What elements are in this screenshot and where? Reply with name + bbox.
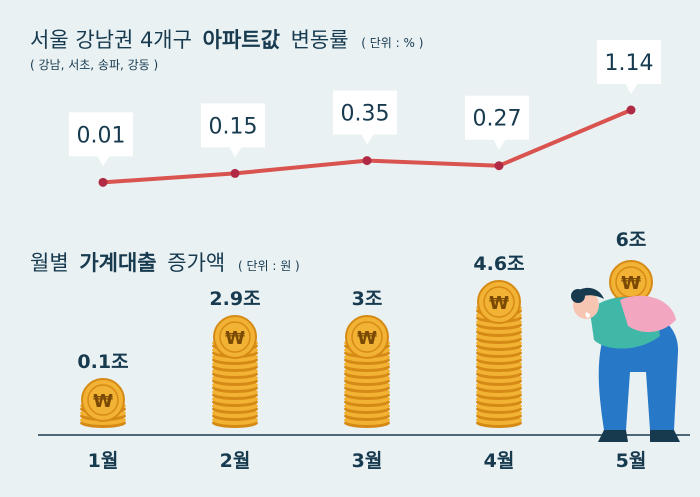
data-point — [362, 156, 372, 166]
person-carrying-coin-illustration — [571, 287, 680, 442]
data-point — [494, 161, 504, 171]
data-point — [98, 177, 108, 187]
won-icon: ₩ — [357, 328, 377, 349]
bar-value-label: 0.1조 — [77, 351, 128, 373]
line-chart: 0.01 0.15 0.35 0.27 1.14 — [69, 40, 661, 187]
label-bubble — [597, 40, 661, 84]
won-icon: ₩ — [489, 293, 509, 314]
label-bubble-tail — [229, 146, 242, 158]
label-bubble — [465, 95, 529, 140]
label-bubble-tail — [625, 83, 638, 94]
coin-bar-chart: ₩0.1조 1월 ₩2.9조 2월 ₩3조 3월 ₩4.6조 4월 ₩6조 5월 — [77, 229, 653, 472]
coin-stack: ₩ — [80, 378, 126, 428]
month-label: 3월 — [352, 450, 383, 472]
month-label: 2월 — [220, 450, 251, 472]
label-bubble — [69, 112, 133, 157]
won-icon: ₩ — [621, 273, 641, 294]
coin-stack: ₩ — [344, 315, 390, 428]
line-chart-subtitle: ( 강남, 서초, 송파, 강동 ) — [30, 58, 158, 72]
month-label: 4월 — [484, 450, 515, 472]
bar-value-label: 3조 — [352, 288, 383, 310]
month-label: 5월 — [616, 450, 647, 472]
won-icon: ₩ — [93, 391, 113, 412]
label-bubble-tail — [361, 133, 374, 145]
bar-value-label: 6조 — [616, 229, 647, 251]
label-bubble-tail — [97, 155, 110, 167]
month-label: 1월 — [88, 450, 119, 472]
data-label: 1.14 — [605, 51, 654, 76]
label-bubble — [201, 103, 265, 148]
line-chart-title: 서울 강남권 4개구 아파트값 변동률 ( 단위 : % ) — [30, 28, 423, 52]
label-bubble-tail — [493, 138, 506, 150]
bar-value-label: 2.9조 — [209, 288, 260, 310]
data-label: 0.35 — [341, 102, 390, 127]
data-label: 0.27 — [473, 107, 522, 132]
data-label: 0.01 — [77, 123, 126, 148]
bar-value-label: 4.6조 — [473, 253, 524, 275]
data-point — [230, 168, 240, 178]
bar-chart-title: 월별 가계대출 증가액 ( 단위 : 원 ) — [30, 251, 300, 275]
coin-stack: ₩ — [476, 280, 522, 428]
label-bubble — [333, 90, 397, 135]
coin-stack: ₩ — [212, 315, 258, 428]
data-point — [626, 105, 636, 115]
data-label: 0.15 — [209, 114, 258, 139]
won-icon: ₩ — [225, 328, 245, 349]
